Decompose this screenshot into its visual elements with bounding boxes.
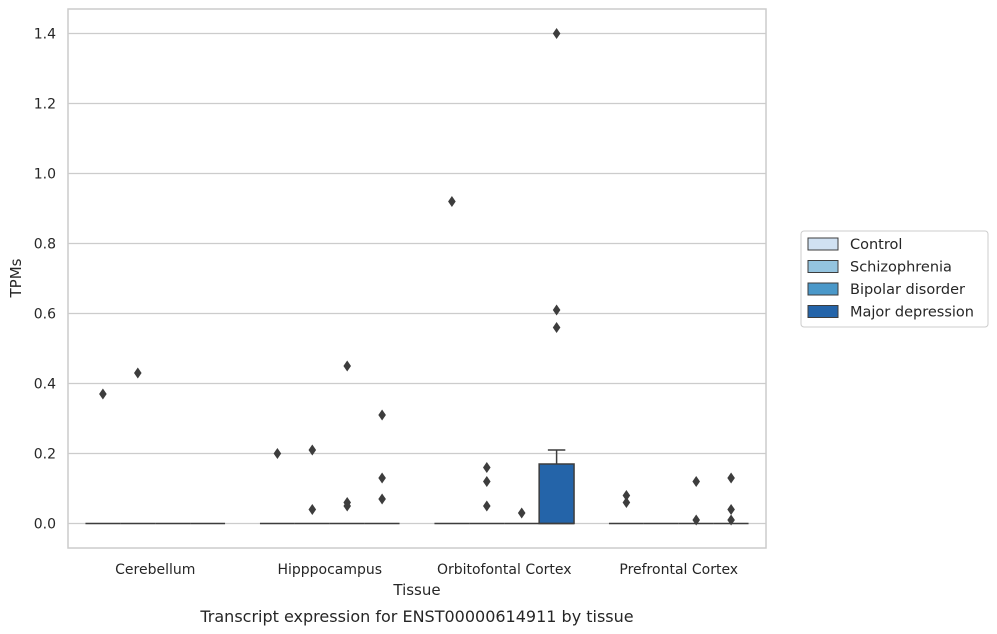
x-tick-label: Hipppocampus [277, 562, 382, 578]
plot-frame [67, 8, 767, 549]
outlier-point [308, 444, 317, 456]
y-tick-label: 1.2 [34, 97, 56, 113]
y-tick-label: 0.6 [34, 307, 56, 323]
legend-swatch [807, 237, 839, 251]
legend: Control Schizophrenia Bipolar disorder Majo… [800, 230, 989, 328]
y-tick-label: 1.4 [34, 27, 56, 43]
outlier-point [483, 476, 491, 487]
outlier-point [448, 196, 456, 207]
outlier-points [99, 28, 735, 526]
outlier-point [692, 514, 700, 526]
outlier-point [308, 504, 317, 515]
outlier-point [622, 490, 631, 501]
outlier-point [99, 388, 107, 400]
outlier-point [692, 476, 700, 487]
legend-swatch [807, 282, 839, 296]
y-tick-label: 0.2 [34, 447, 56, 463]
legend-label: Control [850, 237, 902, 253]
outlier-point [273, 448, 282, 459]
legend-swatch [807, 305, 839, 318]
outlier-point [517, 507, 526, 519]
outlier-point [552, 322, 561, 333]
box-series [85, 449, 749, 525]
y-axis-ticks: 0.0 0.2 0.4 0.6 0.8 1.0 1.2 1.4 [34, 27, 56, 533]
x-tick-label: Orbitofontal Cortex [437, 562, 572, 578]
outlier-point [483, 500, 491, 512]
x-axis-ticks: Cerebellum Hipppocampus Orbitofontal Corte… [115, 562, 738, 578]
legend-label: Bipolar disorder [850, 282, 965, 298]
outlier-point [727, 514, 735, 526]
outlier-point [378, 409, 386, 421]
x-tick-label: Cerebellum [115, 562, 195, 578]
legend-swatch [807, 260, 839, 273]
outlier-point [378, 493, 386, 505]
x-tick-label: Prefrontal Cortex [619, 562, 738, 578]
legend-frame [800, 230, 989, 328]
outlier-point [483, 462, 491, 473]
legend-label: Major depression [850, 305, 974, 321]
outlier-point [378, 472, 386, 484]
outlier-point [727, 504, 735, 515]
y-tick-label: 0.0 [34, 517, 56, 533]
outlier-point [343, 360, 351, 372]
outlier-point [552, 304, 561, 316]
outlier-point [343, 500, 351, 512]
x-axis-label: Tissue [392, 581, 440, 599]
y-tick-label: 1.0 [34, 167, 56, 183]
outlier-point [727, 472, 735, 484]
outlier-point [622, 497, 631, 508]
y-tick-label: 0.8 [34, 237, 56, 253]
legend-label: Schizophrenia [850, 260, 952, 276]
outlier-point [134, 367, 142, 379]
outlier-point [552, 28, 561, 39]
y-axis-label: TPMs [7, 258, 25, 298]
y-tick-label: 0.4 [34, 377, 56, 393]
chart-caption: Transcript expression for ENST0000061491… [199, 607, 633, 626]
box [538, 463, 575, 525]
